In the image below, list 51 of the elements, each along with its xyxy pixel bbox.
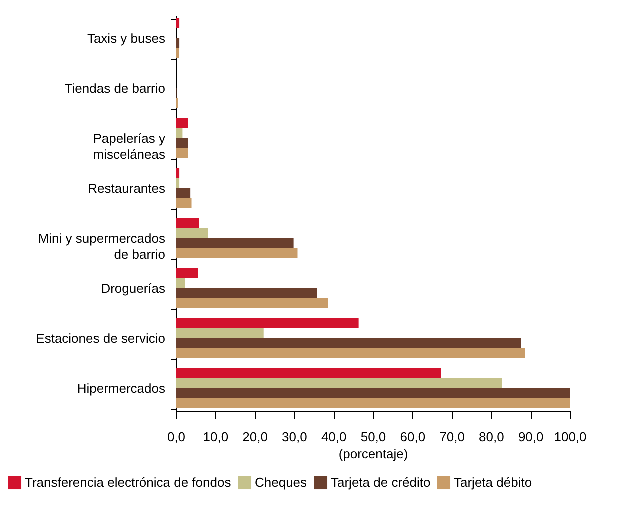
y-tick-label: Estaciones de servicio	[36, 331, 166, 346]
bar	[176, 218, 200, 228]
x-tick-label: 90,0	[518, 430, 544, 444]
bar	[176, 298, 328, 308]
bar	[176, 178, 180, 188]
y-tick-label: Hipermercados	[77, 381, 166, 396]
bar	[176, 188, 191, 198]
y-tick-label: Taxis y buses	[87, 31, 166, 46]
y-tick-label: Droguerías	[101, 281, 166, 296]
bar	[176, 288, 318, 298]
x-tick-label: 10,0	[203, 430, 229, 444]
bar	[176, 348, 526, 358]
y-tick-label: Papelerías y misceláneas	[93, 131, 166, 162]
bar	[176, 128, 183, 138]
bar	[176, 48, 180, 58]
bar	[176, 168, 180, 178]
bar	[176, 268, 198, 278]
bar	[176, 318, 359, 328]
bar	[176, 118, 188, 128]
bar	[176, 398, 570, 408]
x-tick-label: 30,0	[282, 430, 308, 444]
bar	[176, 148, 188, 158]
x-axis-title: (porcentaje)	[338, 446, 408, 462]
bar	[176, 328, 264, 338]
legend-label: Transferencia electrónica de fondos	[25, 475, 232, 490]
x-tick-label: 80,0	[479, 430, 504, 444]
y-tick-label: Tiendas de barrio	[64, 81, 166, 96]
bar	[176, 18, 180, 28]
x-tick-label: 100,0	[554, 430, 587, 444]
legend-label: Tarjeta de crédito	[331, 475, 431, 490]
bar	[176, 388, 570, 398]
legend-label: Cheques	[255, 475, 308, 490]
x-tick-label: 40,0	[321, 430, 347, 444]
bar	[176, 248, 298, 258]
bar	[176, 368, 442, 378]
x-tick-label: 50,0	[360, 430, 386, 444]
y-tick-label: Restaurantes	[88, 181, 166, 196]
bar	[176, 228, 208, 238]
bar	[176, 38, 180, 48]
x-tick-label: 60,0	[400, 430, 426, 444]
legend-label: Tarjeta débito	[454, 475, 532, 490]
bar	[176, 238, 294, 248]
y-tick-label: Mini y supermercados de barrio	[38, 231, 166, 262]
x-tick-label: 20,0	[242, 430, 268, 444]
bar	[176, 278, 186, 288]
x-tick-label: 0,0	[167, 430, 186, 444]
bar	[176, 138, 188, 148]
x-tick-label: 70,0	[440, 430, 465, 444]
bar	[176, 338, 522, 348]
bar	[176, 378, 502, 388]
bar	[176, 198, 192, 208]
